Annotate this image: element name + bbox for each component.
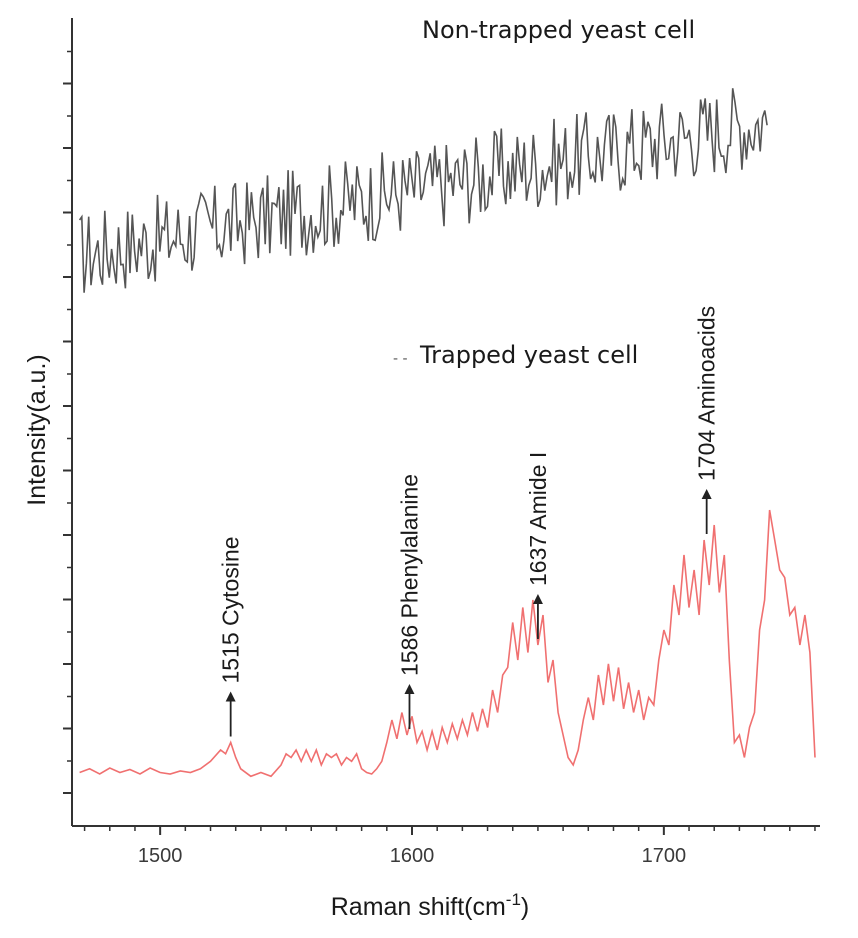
y-axis-ticks bbox=[63, 50, 72, 794]
legend-trapped-marker: - - bbox=[393, 351, 408, 367]
x-tick-label: 1500 bbox=[138, 845, 183, 867]
annotation-arrowhead bbox=[532, 594, 543, 604]
x-tick-label: 1600 bbox=[390, 845, 435, 867]
series-line bbox=[79, 509, 816, 778]
series-trapped bbox=[79, 509, 816, 778]
series-line bbox=[78, 88, 768, 293]
x-tick-label: 1700 bbox=[642, 845, 687, 867]
legend-trapped: Trapped yeast cell bbox=[419, 341, 638, 369]
annotation-arrowhead bbox=[225, 691, 236, 702]
x-axis-title: Raman shift(cm-1) bbox=[331, 890, 530, 921]
annotation-label: 1637 Amide I bbox=[525, 452, 551, 586]
annotation-label: 1515 Cytosine bbox=[218, 536, 244, 683]
y-axis-title: Intensity(a.u.) bbox=[23, 354, 51, 505]
series-non-trapped bbox=[78, 88, 768, 293]
peak-annotations: 1515 Cytosine 1586 Phenylalanine 1637 Amid… bbox=[218, 306, 720, 737]
annotation-arrowhead bbox=[404, 684, 415, 694]
annotation-label: 1586 Phenylalanine bbox=[396, 474, 422, 676]
annotation-label: 1704 Aminoacids bbox=[694, 306, 720, 481]
annotation-arrowhead bbox=[701, 489, 712, 499]
x-axis-ticks: 1500 1600 1700 bbox=[83, 826, 816, 867]
legend-non-trapped: Non-trapped yeast cell bbox=[422, 16, 695, 44]
